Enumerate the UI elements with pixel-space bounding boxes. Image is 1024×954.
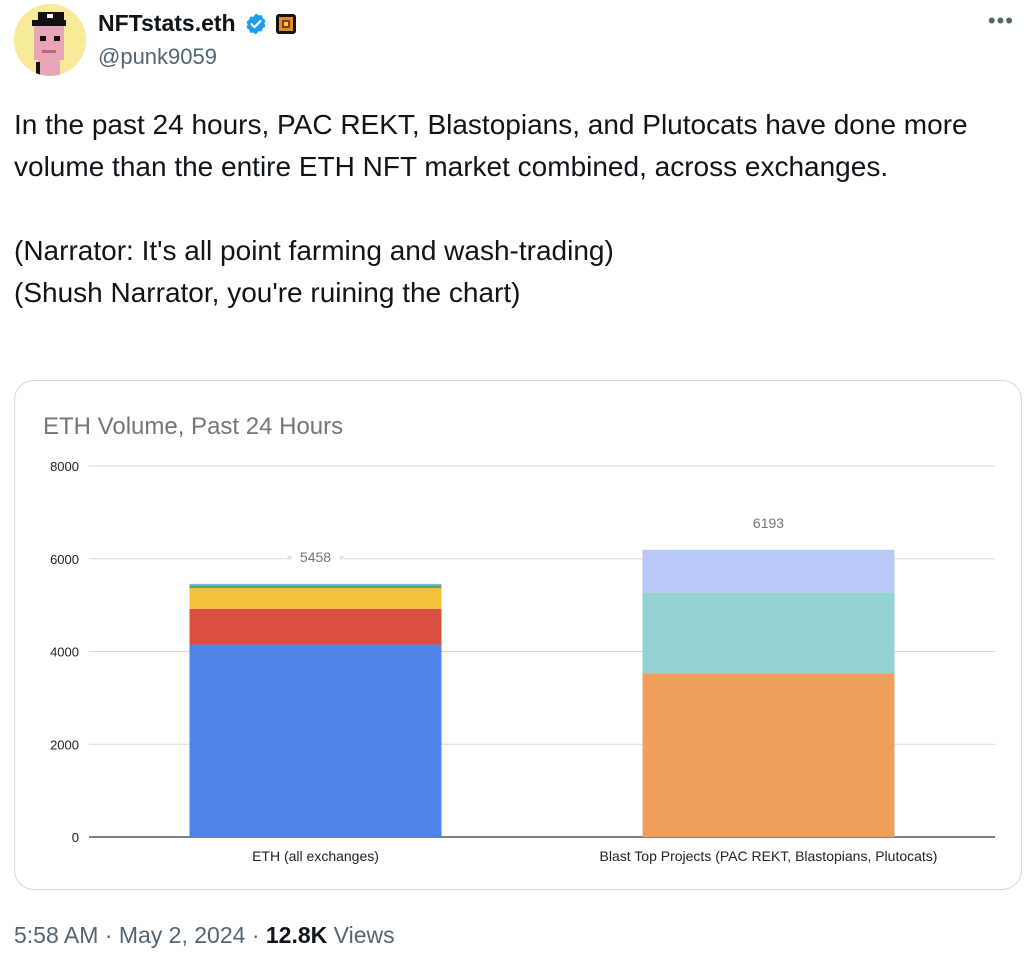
footer-separator: · [251, 922, 260, 948]
tweet-line: In the past 24 hours, PAC REKT, Blastopi… [14, 109, 968, 182]
views-label: Views [333, 922, 395, 948]
more-options-button[interactable]: ••• [987, 8, 1014, 33]
tweet-line-spacer [14, 188, 1004, 230]
author-handle[interactable]: @punk9059 [98, 44, 217, 69]
total-label-bg [291, 546, 340, 567]
bar-segment [189, 644, 442, 837]
tweet-time[interactable]: 5:58 AM [14, 922, 99, 948]
y-tick-label: 6000 [50, 552, 79, 567]
verified-badge-icon [246, 13, 265, 34]
y-tick-label: 2000 [50, 737, 79, 752]
tweet-media-chart[interactable]: ETH Volume, Past 24 Hours 0 2000 4000 6000 80… [14, 380, 1022, 890]
bar-segment [189, 608, 442, 645]
x-category-label: ETH (all exchanges) [252, 848, 379, 864]
bar-segment [189, 583, 442, 586]
display-name[interactable]: NFTstats.eth [98, 10, 236, 36]
name-row: NFTstats.eth [98, 10, 296, 37]
tweet-line: (Shush Narrator, you're ruining the char… [14, 277, 521, 308]
bar-total-label: 6193 [753, 515, 784, 531]
tweet-date[interactable]: May 2, 2024 [118, 922, 246, 948]
footer-separator: · [104, 922, 113, 948]
views-count: 12.8K [265, 922, 328, 948]
bar-segment [189, 587, 442, 609]
bar-total-label: 5458 [300, 549, 331, 565]
tweet-text: In the past 24 hours, PAC REKT, Blastopi… [14, 104, 1004, 314]
y-tick-label: 0 [72, 830, 79, 845]
pixel-punk-avatar-icon [14, 4, 86, 76]
bar-segment [642, 592, 895, 674]
bar-segment [189, 585, 442, 588]
bar-segment [642, 673, 895, 837]
y-tick-label: 8000 [50, 459, 79, 474]
stacked-bar-chart: ETH Volume, Past 24 Hours 0 2000 4000 6000 80… [43, 413, 995, 864]
tweet-header: NFTstats.eth @punk9059 ••• [14, 4, 1014, 84]
affiliate-badge-icon[interactable] [275, 13, 296, 34]
tweet-footer: 5:58 AM · May 2, 2024 · 12.8K Views [14, 922, 395, 949]
tweet-line: (Narrator: It's all point farming and wa… [14, 235, 614, 266]
chart-title: ETH Volume, Past 24 Hours [43, 413, 343, 440]
avatar[interactable] [14, 4, 86, 76]
x-category-label: Blast Top Projects (PAC REKT, Blastopian… [600, 848, 938, 864]
y-tick-label: 4000 [50, 645, 79, 660]
bar-segment [642, 549, 895, 593]
